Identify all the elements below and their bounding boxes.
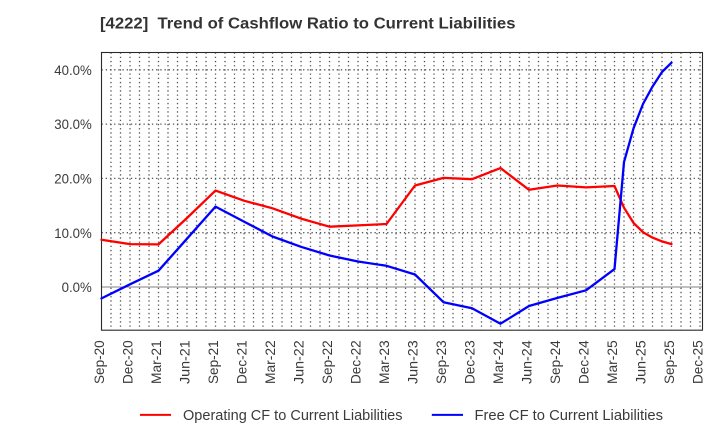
svg-text:Sep-24: Sep-24 [547, 340, 563, 384]
svg-text:Dec-25: Dec-25 [690, 340, 706, 384]
svg-text:Jun-25: Jun-25 [633, 340, 649, 384]
svg-text:Operating CF to Current Liabil: Operating CF to Current Liabilities [183, 407, 403, 424]
svg-text:[4222] Trend of Cashflow Rati: [4222] Trend of Cashflow Ratio to Curren… [100, 15, 516, 32]
svg-text:Jun-22: Jun-22 [291, 340, 307, 384]
svg-text:Sep-23: Sep-23 [433, 340, 449, 384]
svg-text:Sep-21: Sep-21 [205, 340, 221, 384]
svg-text:Mar-25: Mar-25 [604, 340, 620, 384]
svg-text:30.0%: 30.0% [54, 116, 92, 132]
svg-text:Mar-22: Mar-22 [262, 340, 278, 384]
svg-text:Jun-23: Jun-23 [405, 340, 421, 384]
svg-text:40.0%: 40.0% [54, 62, 92, 78]
svg-text:Mar-21: Mar-21 [148, 340, 164, 384]
svg-text:Dec-24: Dec-24 [576, 340, 592, 384]
svg-text:Dec-23: Dec-23 [462, 340, 478, 384]
svg-text:0.0%: 0.0% [62, 279, 92, 295]
svg-text:Free CF to Current Liabilities: Free CF to Current Liabilities [475, 407, 664, 424]
svg-text:Dec-22: Dec-22 [348, 340, 364, 384]
svg-text:Sep-25: Sep-25 [661, 340, 677, 384]
svg-text:Jun-24: Jun-24 [519, 340, 535, 384]
svg-text:Jun-21: Jun-21 [177, 340, 193, 384]
svg-text:Sep-22: Sep-22 [319, 340, 335, 384]
svg-text:Dec-21: Dec-21 [234, 340, 250, 384]
svg-text:10.0%: 10.0% [54, 225, 92, 241]
svg-text:Dec-20: Dec-20 [120, 340, 136, 384]
svg-text:Mar-23: Mar-23 [376, 340, 392, 384]
svg-text:20.0%: 20.0% [54, 171, 92, 187]
svg-text:Mar-24: Mar-24 [490, 340, 506, 384]
svg-text:Sep-20: Sep-20 [91, 340, 107, 384]
